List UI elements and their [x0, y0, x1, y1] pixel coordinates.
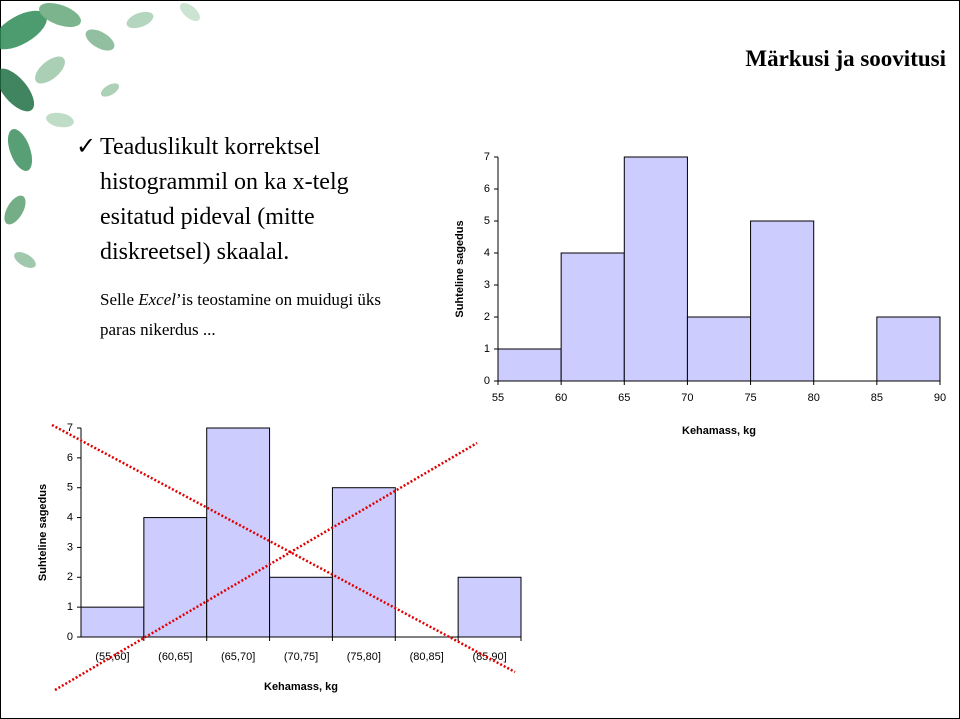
- histogram-bar: [686, 316, 752, 382]
- y-tick-label: 3: [484, 279, 490, 291]
- y-tick-label: 0: [67, 631, 73, 643]
- x-tick-label: 90: [934, 392, 946, 404]
- x-tick-label: 80: [808, 392, 820, 404]
- note-text: Selle Excel’is teostamine on muidugi üks…: [100, 285, 400, 345]
- x-axis-label: Kehamass, kg: [264, 681, 338, 693]
- y-tick-label: 3: [67, 541, 73, 553]
- bar: [143, 517, 208, 638]
- bar: [206, 427, 271, 638]
- bar: [457, 576, 522, 638]
- x-tick-label: (55,60]: [95, 651, 129, 663]
- histogram-bar: [497, 348, 562, 382]
- x-tick-label: 65: [618, 392, 630, 404]
- y-tick-label: 0: [484, 375, 490, 387]
- leaf-decoration: [0, 2, 200, 268]
- y-tick-label: 4: [484, 247, 490, 259]
- bullet-body: Teaduslikult korrektsel histogrammil on …: [100, 134, 349, 265]
- bar: [80, 606, 145, 638]
- y-tick-label: 7: [67, 422, 73, 434]
- y-tick-label: 6: [484, 183, 490, 195]
- histogram-bar: [750, 220, 815, 382]
- note-part: Excel: [138, 290, 176, 309]
- x-tick-label: (70,75]: [284, 651, 318, 663]
- histogram-bar: [560, 252, 625, 382]
- x-tick-label: (75,80]: [347, 651, 381, 663]
- y-tick-label: 4: [67, 511, 73, 523]
- y-tick-label: 7: [484, 151, 490, 163]
- note-part: Selle: [100, 290, 139, 309]
- histogram-bar: [623, 156, 688, 382]
- y-tick-label: 6: [67, 452, 73, 464]
- y-tick-label: 1: [67, 601, 73, 613]
- y-tick-label: 5: [484, 215, 490, 227]
- x-tick-label: (80,85]: [410, 651, 444, 663]
- y-tick-label: 2: [484, 311, 490, 323]
- x-tick-label: 75: [744, 392, 756, 404]
- x-tick-label: 85: [871, 392, 883, 404]
- y-tick-label: 5: [67, 482, 73, 494]
- bullet-text: ✓ Teaduslikult korrektsel histogrammil on…: [76, 134, 349, 265]
- x-tick-label: 60: [555, 392, 567, 404]
- note-part: ’is teostamine on muidugi üks paras nike…: [100, 290, 381, 339]
- x-tick-label: 70: [681, 392, 693, 404]
- bar: [331, 487, 396, 638]
- cross-out: [51, 423, 516, 692]
- x-tick-label: (60,65]: [158, 651, 192, 663]
- slide-title: Märkusi ja soovitusi: [745, 46, 946, 71]
- y-tick-label: 1: [484, 343, 490, 355]
- y-axis-label: Suhteline sagedus: [37, 484, 49, 581]
- bar: [269, 576, 333, 638]
- x-tick-label: 55: [492, 392, 504, 404]
- x-tick-label: (85,90]: [472, 651, 506, 663]
- y-tick-label: 2: [67, 571, 73, 583]
- x-axis-label: Kehamass, kg: [682, 425, 756, 437]
- x-tick-label: (65,70]: [221, 651, 255, 663]
- histogram-bar: [876, 316, 941, 382]
- y-axis-label: Suhteline sagedus: [454, 220, 466, 317]
